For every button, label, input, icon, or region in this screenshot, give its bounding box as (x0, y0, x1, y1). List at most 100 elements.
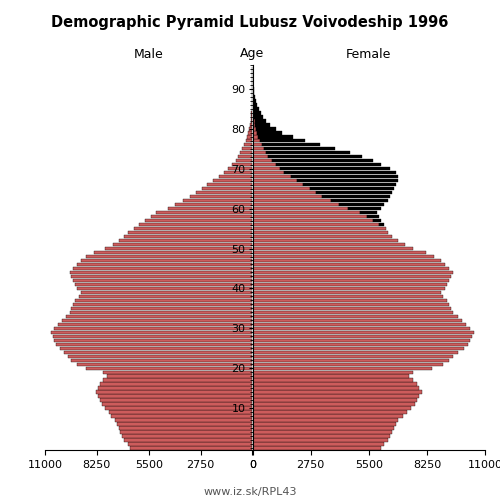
Bar (380, 223, 384, 226)
Bar (252, 330, 474, 334)
Bar (252, 223, 380, 226)
Bar (252, 382, 418, 386)
Bar (256, 127, 276, 130)
Bar (330, 199, 388, 202)
Bar (252, 338, 470, 342)
Bar (252, 255, 434, 258)
Bar (252, 362, 442, 366)
Bar (253, 99, 256, 102)
Bar (373, 219, 382, 222)
Bar (252, 275, 451, 278)
Bar (232, 163, 252, 166)
Bar (264, 147, 335, 150)
Bar (252, 267, 449, 270)
Bar (252, 175, 290, 178)
Bar (252, 386, 420, 390)
Bar (115, 418, 252, 422)
Bar (113, 243, 252, 246)
Bar (250, 119, 252, 122)
Bar (252, 322, 466, 326)
Bar (60, 346, 252, 350)
Bar (50, 330, 252, 334)
Bar (257, 131, 282, 134)
Bar (106, 247, 253, 250)
Bar (252, 430, 392, 434)
Bar (248, 131, 252, 134)
Bar (66, 314, 252, 318)
Bar (252, 87, 254, 90)
Bar (228, 167, 252, 170)
Bar (252, 199, 330, 202)
Bar (75, 282, 252, 286)
Bar (252, 446, 382, 450)
Bar (252, 123, 255, 126)
Bar (252, 203, 339, 206)
Bar (252, 243, 404, 246)
Bar (252, 239, 398, 242)
Bar (98, 394, 252, 398)
Bar (252, 410, 407, 414)
Bar (116, 422, 252, 426)
Bar (339, 203, 384, 206)
Bar (251, 115, 252, 118)
Bar (252, 215, 366, 218)
Bar (252, 442, 384, 446)
Bar (252, 414, 402, 418)
Bar (258, 135, 292, 138)
Bar (252, 306, 451, 310)
Bar (109, 410, 253, 414)
Bar (106, 406, 253, 410)
Bar (252, 374, 409, 378)
Bar (54, 326, 252, 330)
Bar (252, 366, 432, 370)
Bar (120, 430, 252, 434)
Bar (104, 370, 253, 374)
Bar (348, 207, 382, 210)
Bar (252, 167, 280, 170)
Bar (77, 286, 252, 290)
Bar (52, 334, 252, 338)
Bar (310, 187, 394, 190)
Bar (280, 167, 390, 170)
Bar (252, 147, 264, 150)
Bar (72, 358, 252, 362)
Bar (202, 187, 252, 190)
Bar (252, 231, 388, 234)
Bar (252, 302, 449, 306)
Bar (252, 370, 413, 374)
Bar (244, 143, 252, 146)
Bar (134, 227, 252, 230)
Bar (322, 195, 390, 198)
Bar (56, 342, 252, 346)
Bar (252, 151, 266, 154)
Bar (252, 358, 449, 362)
Bar (75, 298, 252, 302)
Bar (86, 366, 252, 370)
Bar (77, 263, 252, 266)
Bar (252, 314, 458, 318)
Bar (74, 278, 252, 282)
Bar (207, 183, 252, 186)
Bar (316, 191, 392, 194)
Bar (252, 103, 253, 106)
Bar (252, 394, 420, 398)
Bar (290, 175, 399, 178)
Bar (218, 175, 252, 178)
Bar (272, 159, 373, 162)
Bar (297, 179, 398, 182)
Bar (74, 302, 252, 306)
Bar (252, 318, 462, 322)
Bar (182, 199, 252, 202)
Bar (252, 259, 440, 262)
Bar (252, 434, 390, 438)
Bar (252, 135, 258, 138)
Bar (252, 84, 253, 86)
Bar (81, 290, 252, 294)
Bar (252, 402, 415, 406)
Bar (276, 163, 382, 166)
Bar (252, 350, 458, 354)
Bar (70, 310, 252, 314)
Bar (190, 195, 252, 198)
Bar (262, 143, 320, 146)
Bar (303, 183, 396, 186)
